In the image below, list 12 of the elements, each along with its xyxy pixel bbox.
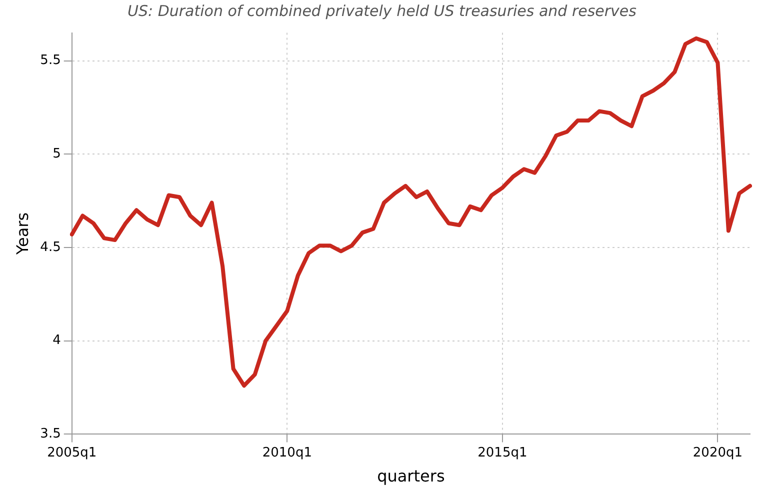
y-tick-label: 5	[52, 146, 61, 162]
x-tick-label: 2005q1	[47, 445, 97, 460]
x-tick-label: 2015q1	[478, 445, 528, 460]
y-tick-label: 4	[52, 333, 61, 348]
y-axis-title: Years	[12, 212, 32, 256]
y-tick-label: 5.5	[40, 53, 61, 68]
x-axis-title: quarters	[377, 466, 445, 486]
x-tick-label: 2010q1	[262, 445, 312, 460]
y-tick-label: 4.5	[40, 240, 61, 255]
y-tick-label: 3.5	[40, 426, 61, 442]
chart-title: US: Duration of combined privately held US treasuries and reserves	[126, 2, 638, 20]
x-tick-label: 2020q1	[692, 445, 743, 460]
